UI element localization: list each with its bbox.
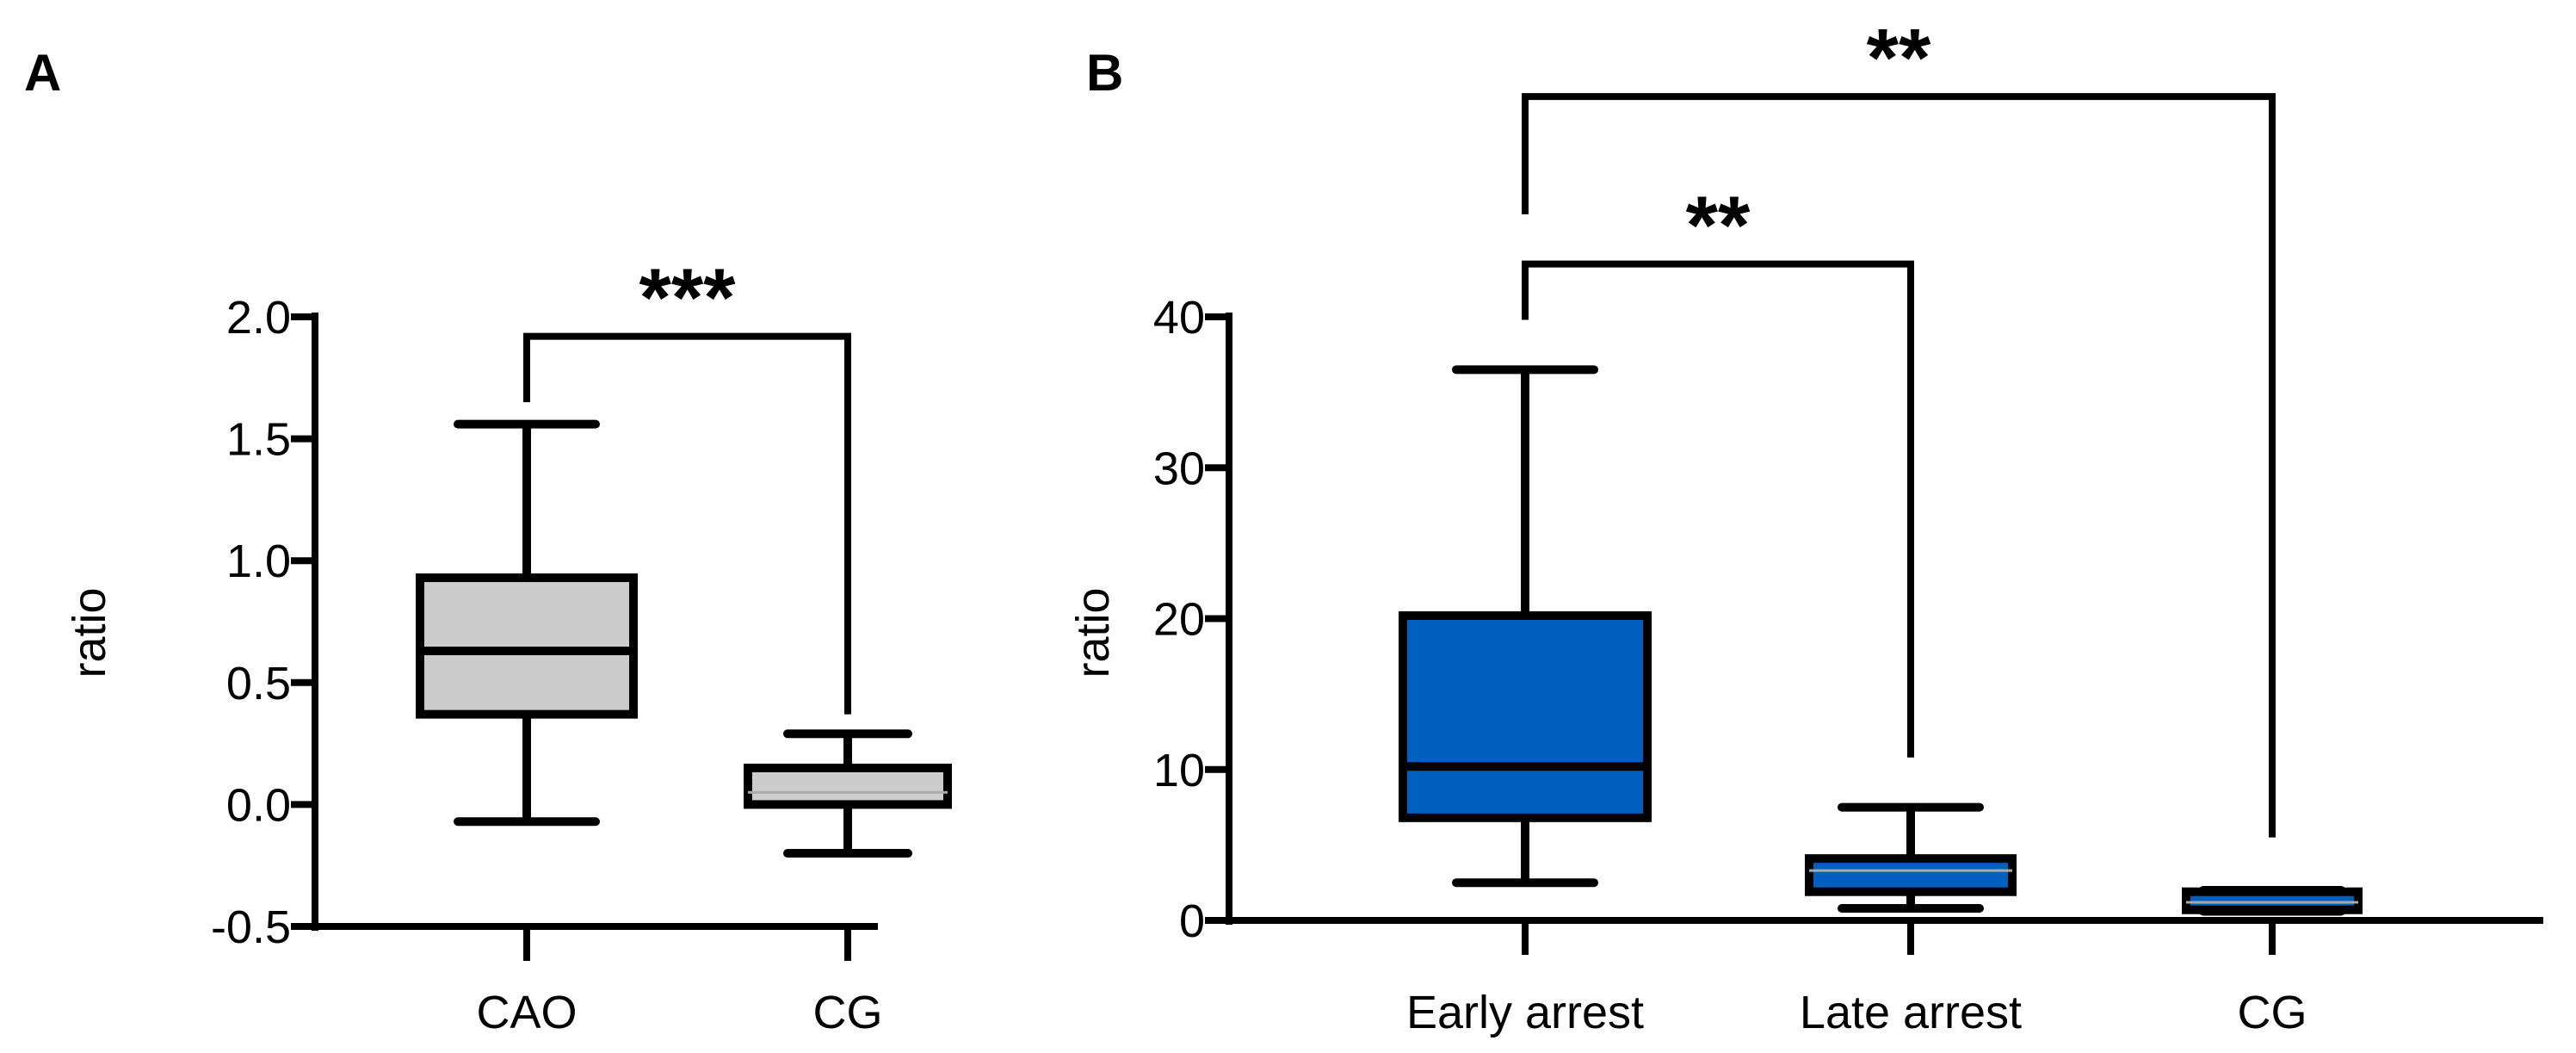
box-iqr <box>1399 610 1652 822</box>
y-tick-label: 0 <box>1179 895 1205 947</box>
bracket-line <box>523 332 851 715</box>
x-tick-label: Early arrest <box>1406 987 1644 1038</box>
significance-label: *** <box>639 252 736 344</box>
y-tick-label: 0.5 <box>226 658 291 709</box>
y-tick-label: -0.5 <box>211 901 291 953</box>
x-tick-label: CAO <box>476 987 577 1038</box>
y-tick-label: 30 <box>1153 443 1205 494</box>
significance-bracket: ** <box>1522 12 2276 838</box>
significance-bracket: ** <box>1522 180 1914 758</box>
box-early-arrest <box>1399 365 1652 888</box>
y-tick-label: 0.0 <box>226 779 291 831</box>
x-tick-label: Late arrest <box>1800 987 2022 1038</box>
significance-bracket: *** <box>523 252 851 715</box>
x-tick-label: CG <box>2238 987 2307 1038</box>
x-tick-label: CG <box>813 987 883 1038</box>
y-tick-label: 1.0 <box>226 536 291 587</box>
y-tick-label: 10 <box>1153 745 1205 796</box>
significance-label: ** <box>1867 12 1931 104</box>
box-late-arrest <box>1805 802 2017 913</box>
panel-label-b: B <box>1086 44 1124 102</box>
y-tick-label: 40 <box>1153 292 1205 344</box>
bracket-line <box>1522 93 2276 838</box>
panel-a: -0.5 0.0 0.5 1.0 1.5 2.0 ratio CAO CG *** <box>64 252 952 1038</box>
box-iqr <box>744 763 952 809</box>
y-tick-label: 1.5 <box>226 414 291 466</box>
box-iqr <box>1805 854 2017 896</box>
box-cao <box>416 419 638 827</box>
bracket-line <box>1522 260 1914 758</box>
significance-label: ** <box>1686 180 1751 272</box>
y-tick-label: 20 <box>1153 594 1205 646</box>
box-iqr <box>2182 887 2363 914</box>
y-axis-title: ratio <box>64 587 115 678</box>
box-iqr <box>416 573 638 719</box>
panel-label-a: A <box>24 44 62 102</box>
box-cg <box>744 729 952 858</box>
y-tick-label: 2.0 <box>226 292 291 344</box>
panel-b: 0 10 20 30 40 ratio Early arrest Late arrest CG *… <box>1067 12 2543 1038</box>
y-axis-title: ratio <box>1067 587 1119 678</box>
box-cg <box>2182 885 2363 916</box>
